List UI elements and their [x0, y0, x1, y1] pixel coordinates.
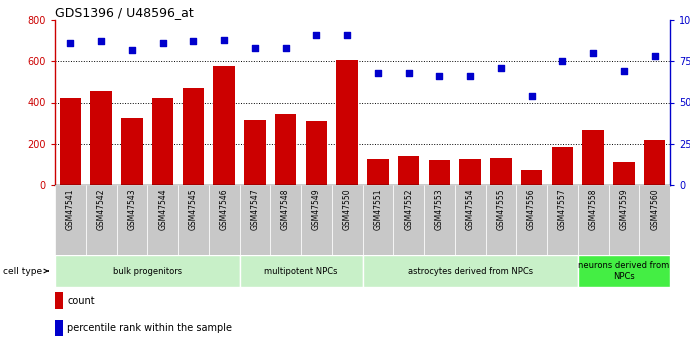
- Bar: [152, 98, 173, 185]
- Point: [280, 45, 291, 51]
- Text: multipotent NPCs: multipotent NPCs: [264, 266, 337, 276]
- Text: GSM47542: GSM47542: [97, 188, 106, 230]
- Bar: [582, 130, 604, 185]
- Bar: [55, 185, 86, 255]
- Text: GSM47548: GSM47548: [281, 188, 290, 230]
- Bar: [209, 185, 239, 255]
- Point: [495, 65, 506, 71]
- Bar: [90, 91, 112, 185]
- Bar: [275, 114, 297, 185]
- Bar: [578, 185, 609, 255]
- Bar: [147, 185, 178, 255]
- Bar: [270, 185, 301, 255]
- Point: [588, 50, 599, 56]
- Text: GSM47546: GSM47546: [219, 188, 228, 230]
- Bar: [239, 255, 362, 287]
- Point: [434, 73, 445, 79]
- Bar: [460, 159, 481, 185]
- Bar: [367, 159, 388, 185]
- Text: bulk progenitors: bulk progenitors: [112, 266, 181, 276]
- Bar: [362, 185, 393, 255]
- Text: GDS1396 / U48596_at: GDS1396 / U48596_at: [55, 6, 194, 19]
- Bar: [398, 156, 420, 185]
- Bar: [547, 185, 578, 255]
- Text: GSM47541: GSM47541: [66, 188, 75, 230]
- Bar: [178, 185, 209, 255]
- Point: [65, 40, 76, 46]
- Point: [618, 68, 629, 74]
- Bar: [244, 120, 266, 185]
- Bar: [578, 255, 670, 287]
- Point: [373, 70, 384, 76]
- Bar: [516, 185, 547, 255]
- Bar: [609, 185, 639, 255]
- Text: GSM47545: GSM47545: [189, 188, 198, 230]
- Bar: [86, 185, 117, 255]
- Bar: [639, 185, 670, 255]
- Bar: [55, 320, 63, 336]
- Text: GSM47547: GSM47547: [250, 188, 259, 230]
- Bar: [117, 185, 147, 255]
- Point: [464, 73, 475, 79]
- Text: GSM47552: GSM47552: [404, 188, 413, 230]
- Text: GSM47555: GSM47555: [496, 188, 505, 230]
- Bar: [455, 185, 486, 255]
- Text: GSM47550: GSM47550: [343, 188, 352, 230]
- Point: [188, 39, 199, 44]
- Point: [342, 32, 353, 38]
- Bar: [486, 185, 516, 255]
- Text: count: count: [68, 296, 95, 306]
- Point: [557, 59, 568, 64]
- Text: GSM47560: GSM47560: [650, 188, 659, 230]
- Point: [526, 93, 537, 99]
- Text: astrocytes derived from NPCs: astrocytes derived from NPCs: [408, 266, 533, 276]
- Bar: [301, 185, 332, 255]
- Bar: [393, 185, 424, 255]
- Bar: [424, 185, 455, 255]
- Bar: [55, 293, 63, 309]
- Text: neurons derived from
NPCs: neurons derived from NPCs: [578, 261, 669, 281]
- Bar: [362, 255, 578, 287]
- Point: [403, 70, 414, 76]
- Bar: [336, 60, 358, 185]
- Bar: [490, 158, 512, 185]
- Bar: [183, 88, 204, 185]
- Point: [249, 45, 260, 51]
- Text: GSM47559: GSM47559: [620, 188, 629, 230]
- Bar: [213, 66, 235, 185]
- Bar: [121, 118, 143, 185]
- Bar: [428, 160, 450, 185]
- Point: [157, 40, 168, 46]
- Text: GSM47549: GSM47549: [312, 188, 321, 230]
- Text: GSM47543: GSM47543: [128, 188, 137, 230]
- Text: GSM47554: GSM47554: [466, 188, 475, 230]
- Text: GSM47551: GSM47551: [373, 188, 382, 230]
- Bar: [332, 185, 362, 255]
- Point: [649, 53, 660, 59]
- Point: [311, 32, 322, 38]
- Bar: [55, 255, 239, 287]
- Bar: [59, 98, 81, 185]
- Text: GSM47558: GSM47558: [589, 188, 598, 230]
- Text: cell type: cell type: [3, 266, 48, 276]
- Text: GSM47557: GSM47557: [558, 188, 567, 230]
- Text: GSM47556: GSM47556: [527, 188, 536, 230]
- Point: [219, 37, 230, 42]
- Bar: [551, 147, 573, 185]
- Bar: [521, 169, 542, 185]
- Point: [96, 39, 107, 44]
- Text: GSM47544: GSM47544: [158, 188, 167, 230]
- Bar: [239, 185, 270, 255]
- Text: GSM47553: GSM47553: [435, 188, 444, 230]
- Text: percentile rank within the sample: percentile rank within the sample: [68, 323, 233, 333]
- Bar: [306, 121, 327, 185]
- Bar: [644, 140, 665, 185]
- Point: [126, 47, 137, 52]
- Bar: [613, 162, 635, 185]
